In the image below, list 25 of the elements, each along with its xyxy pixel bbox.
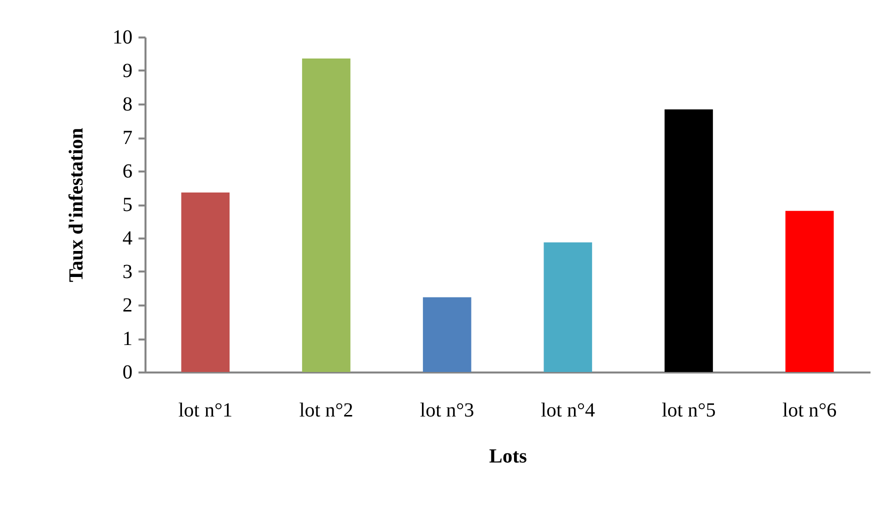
y-tick-label: 0 (122, 362, 132, 384)
x-axis-title: Lots (489, 446, 528, 468)
x-tick-label: lot n°1 (178, 400, 232, 422)
bar (544, 242, 592, 372)
y-tick-label: 5 (122, 194, 132, 216)
bar (785, 210, 834, 372)
bar (664, 109, 713, 372)
y-tick-label: 7 (122, 127, 132, 149)
bar (302, 58, 350, 372)
x-tick-label: lot n°4 (540, 400, 595, 422)
y-tick-label: 1 (122, 328, 132, 350)
y-axis-title: Taux d'infestation (66, 128, 88, 282)
bar (422, 297, 472, 372)
y-tick-label: 3 (122, 261, 132, 283)
x-tick-label: lot n°6 (782, 400, 837, 422)
bar (181, 192, 230, 372)
x-tick-label: lot n°5 (662, 400, 716, 422)
x-tick-label: lot n°2 (299, 400, 354, 422)
y-tick-label: 4 (122, 228, 132, 250)
y-tick-label: 9 (122, 60, 132, 82)
x-tick-label: lot n°3 (420, 400, 474, 422)
y-tick-label: 2 (122, 294, 132, 316)
y-tick-label: 6 (122, 160, 132, 182)
y-tick-label: 10 (112, 26, 132, 48)
y-tick-label: 8 (122, 94, 132, 116)
